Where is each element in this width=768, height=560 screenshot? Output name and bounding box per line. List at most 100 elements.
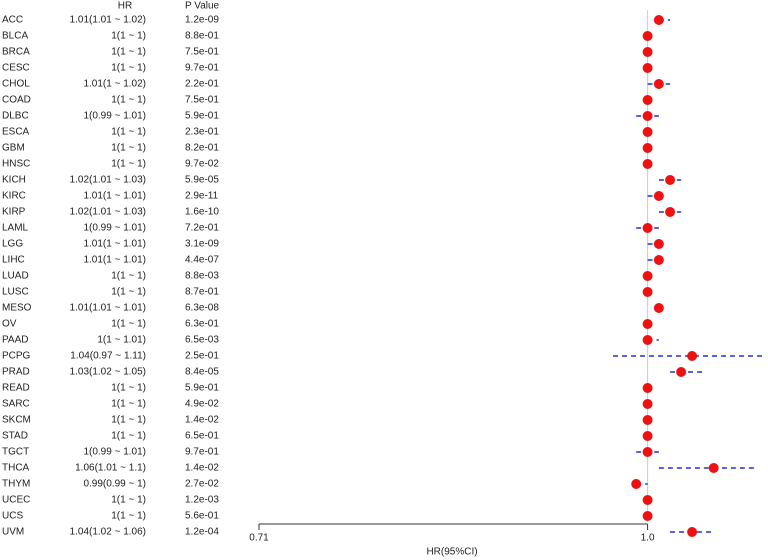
p-value: 1.4e-02: [185, 415, 219, 426]
hr-label: 1.01(1 ~ 1.02): [83, 79, 146, 90]
p-value: 4.4e-07: [185, 255, 219, 266]
hr-label: 1.01(1 ~ 1.01): [83, 191, 146, 202]
p-value: 7.5e-01: [185, 47, 219, 58]
hazard-ratio-point: [642, 399, 653, 409]
p-value: 2.5e-01: [185, 351, 219, 362]
hr-label: 1(1 ~ 1): [111, 31, 146, 42]
hazard-ratio-point: [665, 175, 676, 185]
hazard-ratio-point: [653, 239, 664, 249]
hazard-ratio-point: [708, 463, 719, 473]
hr-label: 1(1 ~ 1): [111, 143, 146, 154]
p-value: 1.6e-10: [185, 207, 219, 218]
p-value: 6.3e-01: [185, 319, 219, 330]
cancer-label: PCPG: [2, 351, 31, 362]
hr-label: 1(1 ~ 1): [111, 495, 146, 506]
cancer-label: COAD: [2, 95, 31, 106]
p-value: 1.4e-02: [185, 463, 219, 474]
hr-label: 1.01(1 ~ 1.01): [83, 255, 146, 266]
cancer-label: TGCT: [2, 447, 29, 458]
hazard-ratio-point: [642, 431, 653, 441]
hazard-ratio-point: [642, 223, 653, 233]
hazard-ratio-point: [642, 159, 653, 169]
hazard-ratio-point: [642, 95, 653, 105]
hr-label: 1.04(1.02 ~ 1.06): [70, 527, 146, 538]
hazard-ratio-point: [642, 111, 653, 121]
hr-label: 1.01(1.01 ~ 1.01): [70, 303, 146, 314]
p-value: 5.9e-05: [185, 175, 219, 186]
hazard-ratio-point: [642, 143, 653, 153]
cancer-label: UVM: [2, 527, 24, 538]
hazard-ratio-point: [642, 47, 653, 57]
hr-label: 1(1 ~ 1): [111, 415, 146, 426]
cancer-label: SARC: [2, 399, 30, 410]
p-value: 3.1e-09: [185, 239, 219, 250]
p-value: 8.2e-01: [185, 143, 219, 154]
hazard-ratio-point: [642, 319, 653, 329]
hazard-ratio-point: [653, 79, 664, 89]
hr-label: 1(0.99 ~ 1.01): [83, 447, 146, 458]
hr-label: 1(1 ~ 1): [111, 399, 146, 410]
p-value: 1.2e-04: [185, 527, 219, 538]
hazard-ratio-point: [687, 527, 698, 537]
cancer-label: HNSC: [2, 159, 30, 170]
hazard-ratio-point: [653, 255, 664, 265]
cancer-label: ESCA: [2, 127, 30, 138]
cancer-label: KICH: [2, 175, 26, 186]
x-tick-label: 0.71: [249, 533, 269, 544]
hr-header: HR: [118, 1, 132, 12]
p-header: P Value: [185, 1, 220, 12]
cancer-label: BRCA: [2, 47, 30, 58]
p-value: 6.5e-03: [185, 335, 219, 346]
cancer-label: OV: [2, 319, 17, 330]
p-value: 9.7e-01: [185, 447, 219, 458]
hazard-ratio-point: [642, 287, 653, 297]
p-value: 1.2e-03: [185, 495, 219, 506]
hazard-ratio-point: [653, 303, 664, 313]
cancer-label: PRAD: [2, 367, 30, 378]
p-value: 5.9e-01: [185, 111, 219, 122]
hazard-ratio-point: [642, 31, 653, 41]
hazard-ratio-point: [631, 479, 642, 489]
hazard-ratio-point: [687, 351, 698, 361]
hr-label: 1.03(1.02 ~ 1.05): [70, 367, 146, 378]
cancer-label: THYM: [2, 479, 30, 490]
cancer-label: LAML: [2, 223, 29, 234]
p-value: 2.9e-11: [185, 191, 219, 202]
hr-label: 1(1 ~ 1): [111, 95, 146, 106]
hazard-ratio-point: [642, 415, 653, 425]
p-value: 6.3e-08: [185, 303, 219, 314]
cancer-label: ACC: [2, 15, 23, 26]
hr-label: 0.99(0.99 ~ 1): [83, 479, 146, 490]
hazard-ratio-point: [642, 383, 653, 393]
hazard-ratio-point: [642, 511, 653, 521]
cancer-label: LIHC: [2, 255, 25, 266]
p-value: 5.9e-01: [185, 383, 219, 394]
cancer-label: LGG: [2, 239, 23, 250]
cancer-label: BLCA: [2, 31, 28, 42]
cancer-label: SKCM: [2, 415, 31, 426]
cancer-label: MESO: [2, 303, 32, 314]
p-value: 9.7e-01: [185, 63, 219, 74]
hr-label: 1(1 ~ 1): [111, 511, 146, 522]
p-value: 7.5e-01: [185, 95, 219, 106]
hazard-ratio-point: [653, 15, 664, 25]
hr-label: 1(1 ~ 1): [111, 159, 146, 170]
p-value: 8.8e-01: [185, 31, 219, 42]
hazard-ratio-point: [642, 127, 653, 137]
cancer-label: PAAD: [2, 335, 29, 346]
p-value: 6.5e-01: [185, 431, 219, 442]
p-value: 8.4e-05: [185, 367, 219, 378]
cancer-label: UCS: [2, 511, 23, 522]
cancer-label: KIRP: [2, 207, 26, 218]
p-value: 2.3e-01: [185, 127, 219, 138]
hr-label: 1.01(1.01 ~ 1.02): [70, 15, 146, 26]
hazard-ratio-point: [676, 367, 687, 377]
hr-label: 1.02(1.01 ~ 1.03): [70, 175, 146, 186]
hr-label: 1(1 ~ 1): [111, 287, 146, 298]
hr-label: 1(1 ~ 1): [111, 47, 146, 58]
cancer-label: CHOL: [2, 79, 30, 90]
cancer-label: CESC: [2, 63, 30, 74]
hr-label: 1.04(0.97 ~ 1.11): [70, 351, 146, 362]
hazard-ratio-point: [653, 191, 664, 201]
